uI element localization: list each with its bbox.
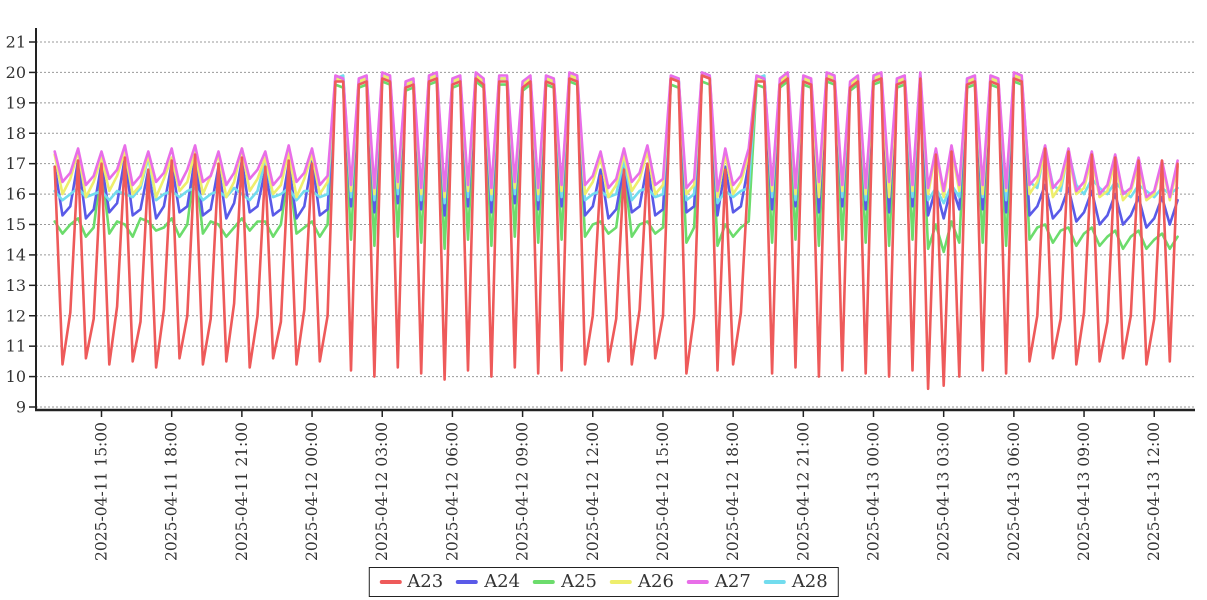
x-tick-label: 2025-04-11 18:00 bbox=[163, 422, 181, 561]
chart-legend: A23 A24 A25 A26 A27 A28 bbox=[368, 567, 839, 597]
y-tick-label: 12 bbox=[6, 306, 26, 325]
legend-item-A27: A27 bbox=[686, 571, 751, 593]
series-line-A23 bbox=[53, 74, 1179, 391]
legend-label: A24 bbox=[484, 571, 521, 592]
y-tick-label: 17 bbox=[6, 154, 26, 173]
y-tick-label: 14 bbox=[6, 245, 26, 264]
legend-label: A23 bbox=[407, 571, 444, 592]
legend-item-A25: A25 bbox=[533, 571, 597, 593]
legend-item-A24: A24 bbox=[456, 571, 520, 593]
x-tick-label: 2025-04-13 09:00 bbox=[1075, 422, 1093, 561]
y-tick-label: 10 bbox=[6, 367, 26, 386]
x-tick-label: 2025-04-12 18:00 bbox=[724, 422, 742, 561]
x-tick-label: 2025-04-12 12:00 bbox=[584, 422, 602, 561]
y-tick-label: 9 bbox=[16, 398, 26, 417]
y-tick-label: 16 bbox=[6, 185, 26, 204]
y-tick-label: 18 bbox=[6, 124, 26, 143]
legend-label: A28 bbox=[791, 571, 828, 592]
series-line-A27 bbox=[53, 71, 1179, 199]
x-tick-label: 2025-04-12 15:00 bbox=[654, 422, 672, 561]
y-tick-label: 13 bbox=[6, 276, 26, 295]
legend-swatch-A28 bbox=[763, 580, 786, 584]
x-tick-label: 2025-04-13 00:00 bbox=[865, 422, 883, 561]
legend-swatch-A27 bbox=[686, 580, 709, 584]
y-tick-label: 20 bbox=[6, 63, 26, 82]
x-tick-label: 2025-04-12 09:00 bbox=[514, 422, 532, 561]
y-tick-label: 19 bbox=[6, 93, 26, 112]
y-tick-label: 11 bbox=[6, 337, 26, 356]
x-tick-label: 2025-04-11 15:00 bbox=[93, 422, 111, 561]
x-tick-label: 2025-04-13 03:00 bbox=[935, 422, 953, 561]
legend-label: A27 bbox=[714, 571, 751, 592]
legend-label: A25 bbox=[561, 571, 597, 592]
legend-item-A23: A23 bbox=[379, 571, 443, 593]
x-tick-label: 2025-04-13 12:00 bbox=[1145, 422, 1163, 561]
legend-swatch-A23 bbox=[379, 580, 402, 584]
legend-swatch-A25 bbox=[533, 580, 556, 584]
x-tick-label: 2025-04-12 06:00 bbox=[443, 422, 461, 561]
legend-item-A26: A26 bbox=[610, 571, 674, 593]
x-tick-label: 2025-04-12 21:00 bbox=[794, 422, 812, 561]
x-tick-label: 2025-04-11 21:00 bbox=[233, 422, 251, 561]
y-tick-label: 15 bbox=[6, 215, 26, 234]
x-tick-label: 2025-04-13 06:00 bbox=[1005, 422, 1023, 561]
legend-item-A28: A28 bbox=[763, 571, 828, 593]
legend-swatch-A26 bbox=[610, 580, 632, 584]
y-tick-label: 21 bbox=[6, 33, 26, 52]
y-axis-labels: 9 10 11 12 13 14 15 16 17 18 19 20 21 bbox=[6, 33, 26, 417]
legend-swatch-A24 bbox=[456, 580, 479, 584]
x-tick-label: 2025-04-12 00:00 bbox=[303, 422, 321, 561]
legend-label: A26 bbox=[638, 571, 674, 592]
x-tick-label: 2025-04-12 03:00 bbox=[373, 422, 391, 561]
x-axis-labels: 2025-04-11 15:00 2025-04-11 18:00 2025-04-… bbox=[93, 411, 1163, 561]
